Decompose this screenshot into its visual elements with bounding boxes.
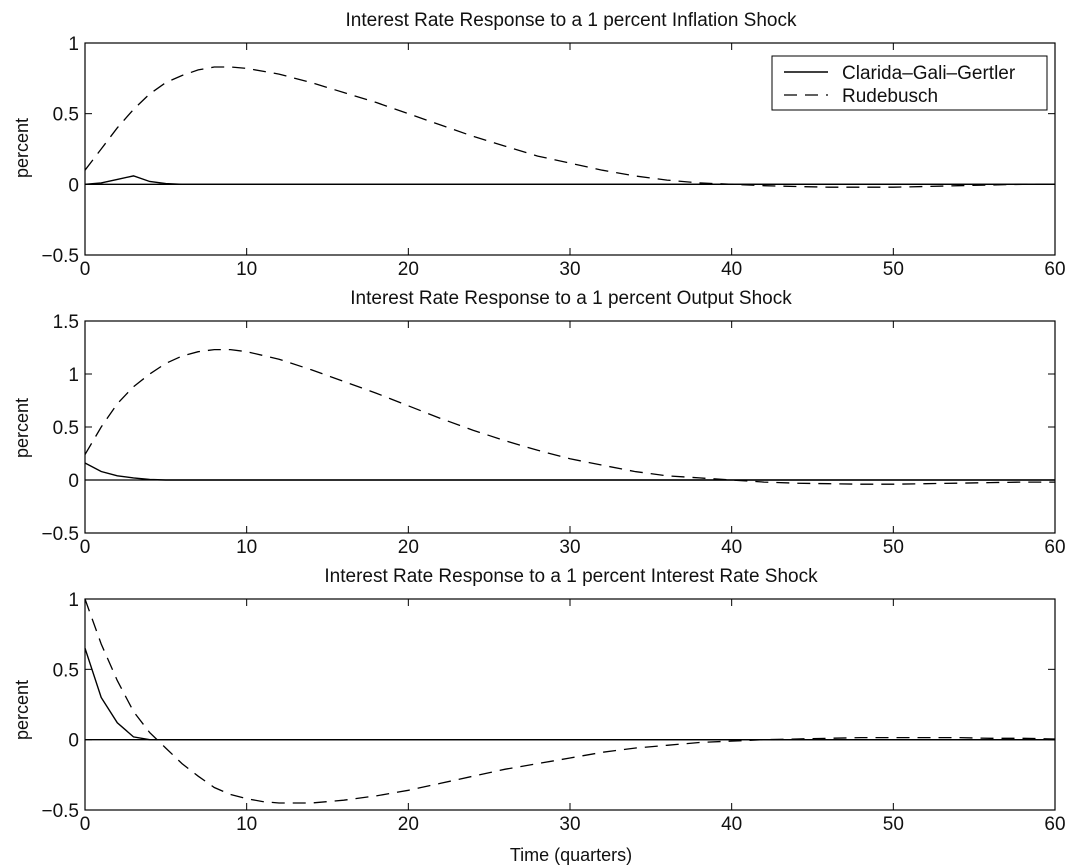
y-tick-label: 1 [68,365,79,386]
series-line-clarida-gali-gertler [84,175,1055,186]
y-tick-label: 0 [68,731,79,752]
y-tick-label: 0.5 [53,105,79,126]
legend-box [771,55,1048,111]
y-tick-label: 0 [68,175,79,196]
x-tick-label: 0 [80,259,91,280]
legend-entry: Rudebusch [842,86,938,107]
x-axis-label: Time (quarters) [510,845,632,865]
x-tick-label: 10 [236,814,257,835]
series-line-rudebusch [84,66,1055,188]
y-tick-label: 0 [68,471,79,492]
y-tick-label: −0.5 [41,524,79,545]
x-tick-label: 60 [1044,259,1065,280]
y-tick-label: −0.5 [41,801,79,822]
x-tick-label: 60 [1044,537,1065,558]
y-axis-label: percent [12,398,32,458]
y-tick-label: 1 [68,590,79,611]
y-tick-label: −0.5 [41,246,79,267]
x-tick-label: 10 [236,259,257,280]
plot-frame [84,320,1056,534]
legend-entry: Clarida–Gali–Gertler [842,63,1016,84]
x-tick-label: 40 [721,814,742,835]
x-tick-label: 20 [398,814,419,835]
x-tick-label: 0 [80,537,91,558]
x-tick-label: 50 [883,259,904,280]
chart-title: Interest Rate Response to a 1 percent In… [324,566,818,587]
x-tick-label: 30 [559,814,580,835]
series-line-clarida-gali-gertler [84,647,1055,741]
series-line-rudebusch [84,598,1056,804]
y-tick-label: 0.5 [53,418,79,439]
panel-output-shock: Interest Rate Response to a 1 percent Ou… [12,288,1066,558]
x-tick-label: 20 [398,259,419,280]
x-tick-label: 20 [398,537,419,558]
panel-interest-rate-shock: Interest Rate Response to a 1 percent In… [12,566,1066,865]
series-line-rudebusch [84,348,1055,485]
x-tick-label: 50 [883,814,904,835]
x-tick-label: 40 [721,537,742,558]
x-tick-label: 0 [80,814,91,835]
panel-inflation-shock: Interest Rate Response to a 1 percent In… [12,10,1066,280]
y-tick-label: 1 [68,34,79,55]
y-tick-label: 0.5 [53,660,79,681]
y-axis-label: percent [12,118,32,178]
x-tick-label: 10 [236,537,257,558]
x-tick-label: 30 [559,259,580,280]
plot-frame [84,598,1056,811]
chart-title: Interest Rate Response to a 1 percent Ou… [350,288,792,309]
x-tick-label: 60 [1044,814,1065,835]
chart-title: Interest Rate Response to a 1 percent In… [346,10,797,31]
x-tick-label: 30 [559,537,580,558]
series-line-clarida-gali-gertler [84,462,1055,481]
y-axis-label: percent [12,680,32,740]
y-tick-label: 1.5 [53,312,79,333]
x-tick-label: 50 [883,537,904,558]
x-tick-label: 40 [721,259,742,280]
